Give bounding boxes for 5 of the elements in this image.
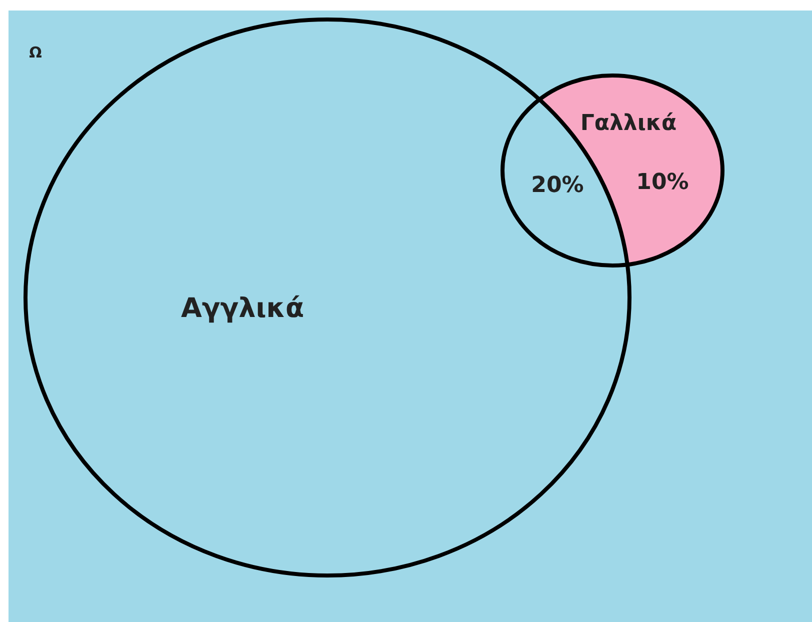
data-label: 20% xyxy=(531,173,584,198)
text: Γαλλικά xyxy=(580,111,677,136)
text: Αγγλικά xyxy=(180,293,304,324)
text: Ω xyxy=(29,44,42,62)
data-label: 10% xyxy=(636,170,689,195)
